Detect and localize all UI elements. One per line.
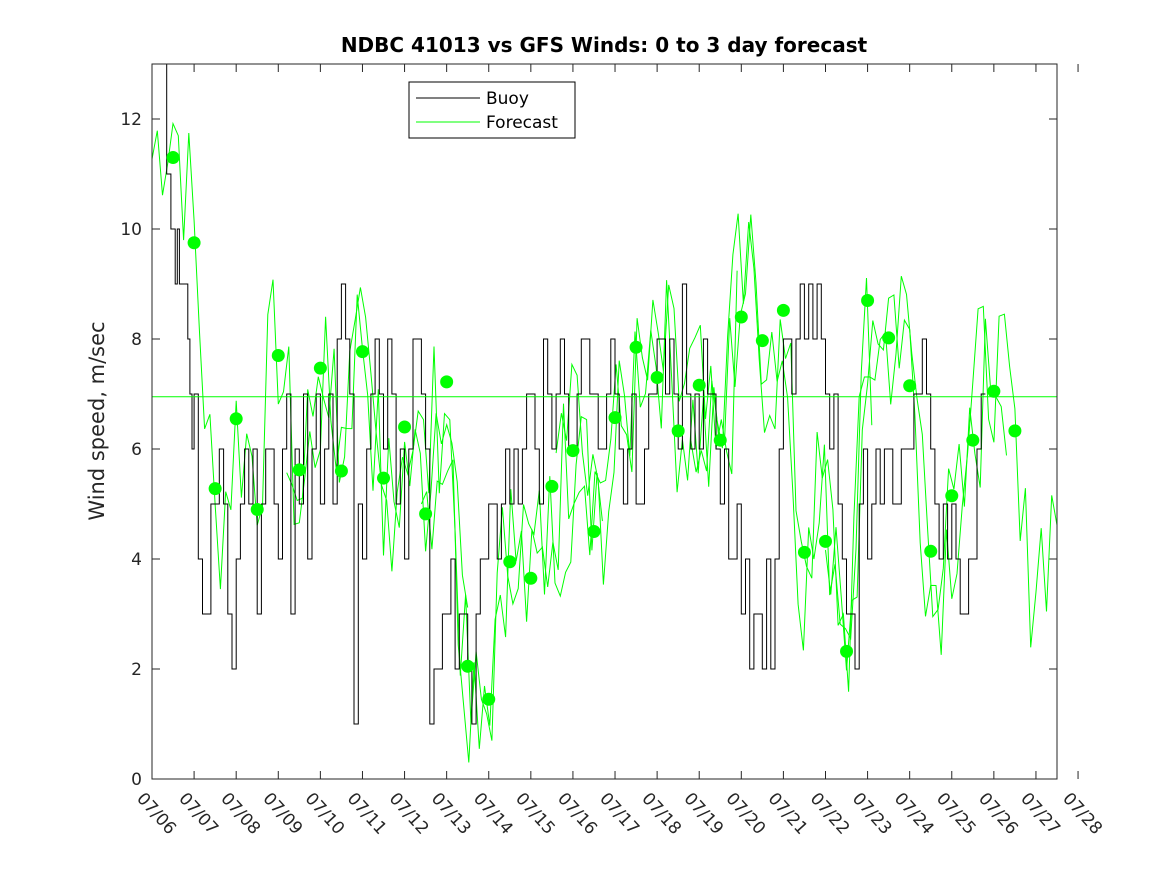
legend-forecast-label: Forecast bbox=[486, 113, 558, 133]
forecast-marker bbox=[713, 433, 727, 447]
forecast-marker bbox=[503, 555, 517, 569]
forecast-marker bbox=[608, 411, 622, 425]
x-tick-label: 07/22 bbox=[806, 789, 854, 839]
x-tick-label: 07/20 bbox=[722, 789, 770, 839]
forecast-marker bbox=[208, 482, 222, 496]
forecast-line bbox=[151, 121, 469, 608]
x-tick-label: 07/06 bbox=[132, 789, 180, 839]
forecast-marker bbox=[924, 544, 938, 558]
y-tick-label: 6 bbox=[131, 440, 142, 460]
forecast-series bbox=[151, 121, 1058, 763]
forecast-marker bbox=[650, 371, 664, 384]
forecast-marker bbox=[692, 378, 706, 392]
forecast-marker bbox=[671, 424, 685, 438]
forecast-marker bbox=[524, 571, 538, 585]
forecast-marker bbox=[903, 379, 917, 393]
plot-area bbox=[152, 64, 1057, 779]
forecast-marker bbox=[734, 310, 748, 324]
x-tick-label: 07/28 bbox=[1058, 789, 1106, 839]
forecast-marker bbox=[966, 433, 980, 447]
forecast-marker bbox=[882, 331, 896, 345]
chart-title: NDBC 41013 vs GFS Winds: 0 to 3 day fore… bbox=[341, 33, 868, 57]
x-tick-label: 07/14 bbox=[469, 789, 517, 839]
forecast-line bbox=[420, 270, 738, 763]
x-tick-label: 07/09 bbox=[259, 789, 307, 839]
x-tick-label: 07/24 bbox=[890, 789, 938, 839]
plot-frame bbox=[151, 63, 1058, 780]
forecast-marker bbox=[250, 503, 264, 516]
x-tick-label: 07/26 bbox=[974, 789, 1022, 839]
y-tick-label: 0 bbox=[131, 770, 142, 790]
forecast-marker bbox=[945, 489, 959, 503]
forecast-line bbox=[690, 213, 1007, 692]
forecast-marker bbox=[545, 479, 559, 493]
x-tick-label: 07/21 bbox=[764, 789, 812, 839]
x-tick-label: 07/12 bbox=[385, 789, 433, 839]
forecast-marker bbox=[987, 384, 1001, 398]
legend-buoy-label: Buoy bbox=[486, 89, 529, 109]
forecast-marker bbox=[461, 659, 475, 673]
x-tick-label: 07/17 bbox=[595, 789, 643, 839]
forecast-line bbox=[286, 287, 603, 741]
forecast-marker bbox=[292, 463, 306, 477]
legend: Buoy Forecast bbox=[408, 81, 576, 139]
forecast-marker bbox=[398, 420, 412, 434]
y-axis: 0 2 4 6 8 10 12 bbox=[120, 110, 1057, 790]
x-tick-label: 07/16 bbox=[553, 789, 601, 839]
forecast-marker bbox=[377, 471, 391, 485]
forecast-marker bbox=[818, 534, 832, 548]
forecast-line bbox=[555, 214, 873, 651]
y-tick-label: 8 bbox=[131, 330, 142, 350]
x-tick-label: 07/18 bbox=[637, 789, 685, 839]
x-tick-label: 07/15 bbox=[511, 789, 559, 839]
forecast-marker bbox=[419, 507, 433, 521]
y-tick-label: 4 bbox=[131, 550, 142, 570]
forecast-marker bbox=[355, 345, 369, 359]
y-axis-title: Wind speed, m/sec bbox=[85, 321, 109, 520]
forecast-markers bbox=[166, 151, 1022, 706]
legend-box bbox=[408, 81, 576, 139]
y-tick-label: 12 bbox=[120, 110, 142, 130]
buoy-series bbox=[158, 63, 986, 725]
forecast-marker bbox=[313, 361, 327, 375]
forecast-marker bbox=[776, 303, 790, 317]
x-tick-label: 07/07 bbox=[174, 789, 222, 839]
forecast-marker bbox=[566, 444, 580, 458]
buoy-line bbox=[158, 63, 986, 725]
forecast-line bbox=[825, 294, 1058, 671]
forecast-marker bbox=[1008, 424, 1022, 438]
x-tick-label: 07/11 bbox=[343, 789, 391, 839]
x-tick-label: 07/10 bbox=[301, 789, 349, 839]
x-tick-label: 07/27 bbox=[1016, 789, 1064, 839]
x-tick-label: 07/25 bbox=[932, 789, 980, 839]
forecast-marker bbox=[629, 340, 643, 354]
forecast-marker bbox=[755, 334, 769, 348]
forecast-marker bbox=[229, 412, 243, 426]
y-tick-label: 10 bbox=[120, 220, 142, 240]
y-tick-label: 2 bbox=[131, 660, 142, 680]
forecast-marker bbox=[187, 236, 201, 250]
x-tick-label: 07/13 bbox=[427, 789, 475, 839]
x-tick-label: 07/23 bbox=[848, 789, 896, 839]
forecast-marker bbox=[334, 464, 348, 478]
forecast-marker bbox=[840, 644, 854, 658]
forecast-marker bbox=[271, 349, 285, 362]
forecast-marker bbox=[797, 545, 811, 559]
x-tick-label: 07/19 bbox=[679, 789, 727, 839]
x-tick-label: 07/08 bbox=[216, 789, 264, 839]
forecast-marker bbox=[861, 294, 875, 307]
forecast-marker bbox=[482, 692, 496, 706]
forecast-marker bbox=[166, 151, 180, 164]
forecast-marker bbox=[440, 375, 454, 389]
forecast-marker bbox=[587, 525, 601, 538]
